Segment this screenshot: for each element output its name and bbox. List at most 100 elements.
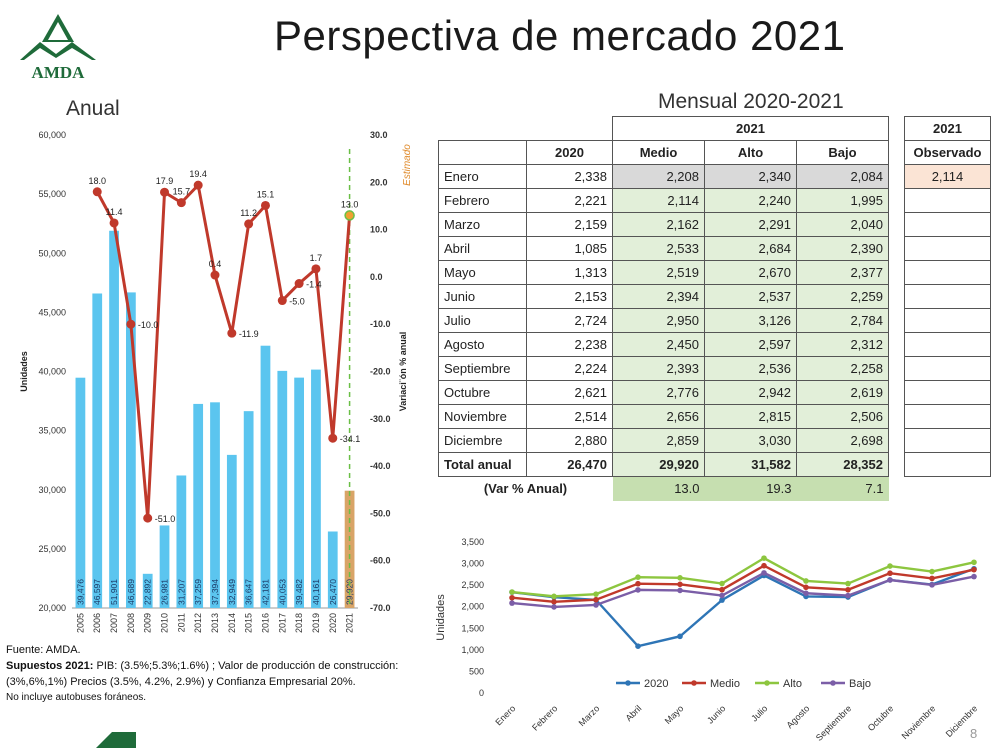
foot-note: No incluye autobuses foráneos.: [6, 692, 147, 703]
month-cell: Agosto: [438, 332, 527, 357]
bar-data-label: 39,482: [294, 579, 304, 605]
x-tick-label: 2008: [126, 613, 136, 633]
bar-data-label: 40,161: [311, 579, 321, 605]
col-header-2020: 2020: [526, 140, 613, 165]
variation-data-label: 0.4: [209, 259, 222, 269]
y-tick-label: 35,000: [38, 426, 66, 436]
table-row: Septiembre 2,224 2,393 2,536 2,258: [438, 356, 889, 381]
bar: [92, 293, 103, 608]
value-2020: 2,621: [526, 380, 613, 405]
y2-tick-label: -60.0: [370, 556, 391, 566]
month-cell: Octubre: [438, 380, 527, 405]
series-point: [929, 575, 935, 582]
table-row: Octubre 2,621 2,776 2,942 2,619: [438, 380, 889, 405]
table-row: Febrero 2,221 2,114 2,240 1,995: [438, 188, 889, 213]
variation-data-label: 18.0: [88, 176, 106, 186]
x-tick-label: 2011: [176, 613, 186, 632]
value-medio: 2,776: [612, 380, 705, 405]
legend-label: Medio: [710, 678, 740, 690]
value-bajo: 2,698: [796, 428, 889, 453]
series-line-bajo: [511, 571, 975, 609]
series-point: [635, 643, 641, 649]
monthly-table-label: Mensual 2020-2021: [658, 90, 844, 113]
observed-empty-cell: [904, 284, 991, 309]
bar: [226, 454, 237, 608]
x-tick-label: Marzo: [577, 703, 602, 728]
y-tick-label: 500: [469, 666, 484, 676]
series-line-alto: [511, 556, 975, 598]
amda-logo: AMDA: [20, 14, 96, 82]
y2-tick-label: 10.0: [370, 225, 388, 235]
series-point: [845, 592, 851, 599]
observed-empty-cell: [904, 236, 991, 261]
bar-data-label: 40,053: [277, 579, 287, 605]
value-2020: 2,224: [526, 356, 613, 381]
value-2020: 2,159: [526, 212, 613, 237]
value-alto: 3,030: [704, 428, 797, 453]
y2-axis-title: Variaci¨ón % anual: [398, 332, 408, 412]
series-point: [635, 580, 641, 587]
series-point: [929, 568, 935, 575]
legend-label: Alto: [783, 678, 802, 690]
variation-data-label: 17.9: [156, 176, 174, 186]
series-point: [551, 604, 557, 610]
y-tick-label: 2,000: [461, 602, 484, 612]
month-cell: Mayo: [438, 260, 527, 285]
value-medio: 2,519: [612, 260, 705, 285]
x-tick-label: Junio: [705, 703, 727, 725]
value-alto: 2,240: [704, 188, 797, 213]
series-point: [677, 575, 683, 581]
value-2020: 2,221: [526, 188, 613, 213]
legend-marker: [764, 680, 770, 686]
bar: [159, 525, 170, 608]
x-tick-label: 2012: [193, 613, 203, 633]
series-point: [509, 589, 515, 595]
value-2020: 2,338: [526, 164, 613, 189]
var-alto: 19.3: [704, 476, 797, 501]
value-medio: 2,393: [612, 356, 705, 381]
value-alto: 2,291: [704, 212, 797, 237]
series-point: [761, 555, 767, 561]
value-2020: 2,238: [526, 332, 613, 357]
month-cell: Enero: [438, 164, 527, 189]
series-point: [803, 578, 809, 584]
bar-data-label: 31,207: [176, 579, 186, 605]
series-point: [635, 587, 641, 593]
series-point: [635, 574, 641, 581]
observed-empty-cell: [904, 404, 991, 429]
value-alto: 2,340: [704, 164, 797, 189]
month-cell: Febrero: [438, 188, 527, 213]
series-point: [677, 633, 683, 640]
series-point: [719, 580, 725, 587]
bar: [294, 377, 304, 608]
observed-empty-cell: [904, 452, 991, 477]
y-tick-label: 40,000: [38, 367, 66, 377]
variation-point: [227, 328, 237, 338]
table-row: Diciembre 2,880 2,859 3,030 2,698: [438, 428, 889, 453]
bar: [109, 230, 119, 608]
x-tick-label: Abril: [624, 703, 644, 723]
x-tick-label: Julio: [749, 703, 769, 723]
value-alto: 2,536: [704, 356, 797, 381]
value-bajo: 2,377: [796, 260, 889, 285]
observed-empty-cell: [904, 428, 991, 453]
year-header: 2021: [612, 116, 889, 141]
value-medio: 2,950: [612, 308, 705, 333]
x-tick-label: 2009: [143, 613, 153, 633]
bar: [126, 292, 136, 608]
variation-data-label: 1.7: [310, 253, 323, 263]
y-axis-title: Unidades: [435, 594, 447, 641]
x-tick-label: 2018: [294, 613, 304, 633]
series-point: [593, 602, 599, 608]
value-medio: 2,162: [612, 212, 705, 237]
annual-chart-label: Anual: [66, 97, 120, 120]
value-medio: 2,859: [612, 428, 705, 453]
bar: [193, 403, 204, 608]
value-medio: 2,656: [612, 404, 705, 429]
y2-tick-label: -30.0: [370, 414, 391, 424]
value-bajo: 2,784: [796, 308, 889, 333]
variation-data-label: -11.9: [239, 329, 259, 339]
x-tick-label: Noviembre: [900, 703, 938, 741]
total-medio: 29,920: [612, 452, 705, 477]
value-2020: 1,085: [526, 236, 613, 261]
